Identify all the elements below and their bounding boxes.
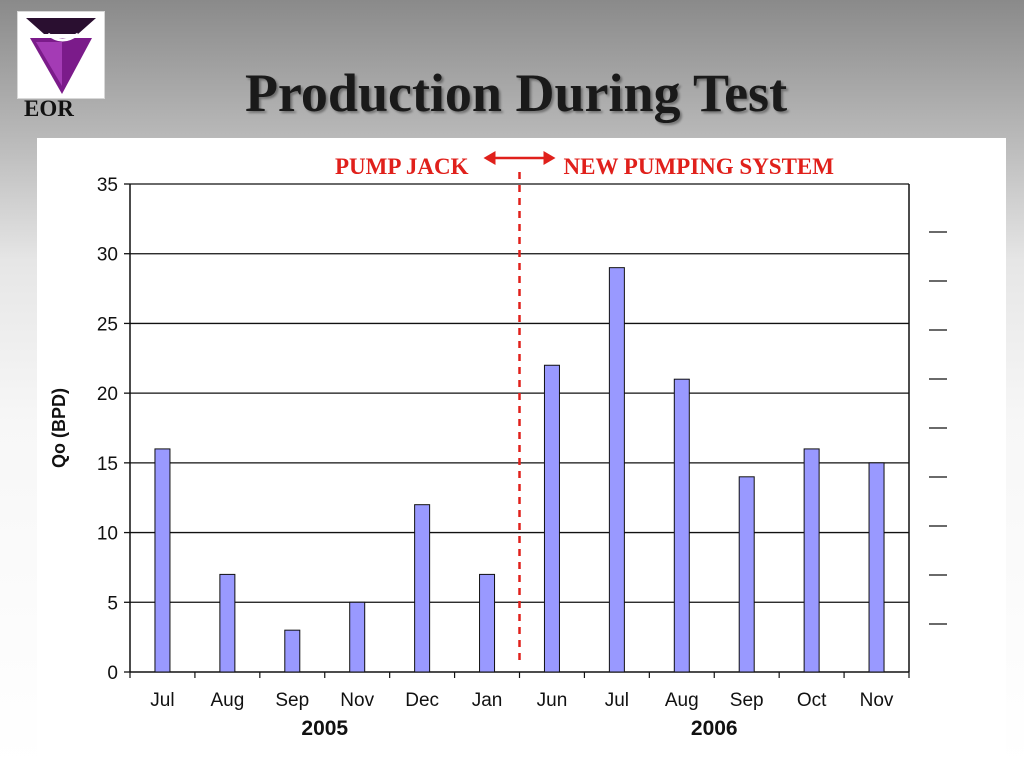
x-tick-label: Nov <box>860 690 894 711</box>
bar-jan-5 <box>479 573 496 673</box>
bar-aug-1 <box>219 573 236 673</box>
bar-nov-11 <box>868 462 885 673</box>
x-tick-label: Jun <box>537 690 568 711</box>
bar-jul-0 <box>154 448 171 673</box>
logo-text: EOR <box>24 96 74 121</box>
bar-oct-10 <box>803 448 820 673</box>
y-tick-label: 20 <box>97 384 118 405</box>
x-tick-label: Oct <box>797 690 827 711</box>
x-tick-label: Sep <box>730 690 764 711</box>
year-label-2006: 2006 <box>691 717 738 740</box>
chart-panel: 0 5 10 15 20 25 30 35 Jul Aug Sep Nov Dec Jan Jun Jul Au… <box>37 138 1006 756</box>
x-tick-label: Aug <box>210 690 244 711</box>
x-tick-label: Jan <box>472 690 503 711</box>
bar-dec-4 <box>414 504 431 673</box>
bar-jun-6 <box>543 364 560 673</box>
bar-nov-3 <box>349 601 366 673</box>
bar-aug-8 <box>673 378 690 673</box>
slide-title: Production During Test <box>244 63 788 123</box>
y-tick-label: 25 <box>97 314 118 335</box>
x-tick-label: Jul <box>605 690 629 711</box>
y-tick-label: 0 <box>107 663 118 684</box>
y-tick-label: 10 <box>97 524 118 545</box>
arrow-right-head <box>543 151 556 165</box>
logo <box>17 11 105 99</box>
y-tick-label: 15 <box>97 454 118 475</box>
year-label-2005: 2005 <box>301 717 348 740</box>
x-tick-label: Aug <box>665 690 699 711</box>
y-tick-label: 30 <box>97 245 118 266</box>
x-tick-label: Nov <box>340 690 374 711</box>
logo-mark <box>26 18 96 94</box>
x-tick-label: Jul <box>150 690 174 711</box>
annotation-pump-jack: PUMP JACK <box>335 154 469 179</box>
x-tick-label: Dec <box>405 690 439 711</box>
y-axis-label: Qo (BPD) <box>49 388 69 468</box>
bar-sep-2 <box>284 629 301 673</box>
arrow-left-head <box>483 151 496 165</box>
y-tick-label: 35 <box>97 175 118 196</box>
bar-sep-9 <box>738 476 755 673</box>
bar-jul-7 <box>608 267 625 673</box>
y-tick-label: 5 <box>107 593 118 614</box>
production-bar-chart: 0 5 10 15 20 25 30 35 Jul Aug Sep Nov Dec Jan Jun Jul Au… <box>49 151 947 740</box>
annotation-new-pumping-system: NEW PUMPING SYSTEM <box>564 154 835 179</box>
x-tick-label: Sep <box>275 690 309 711</box>
